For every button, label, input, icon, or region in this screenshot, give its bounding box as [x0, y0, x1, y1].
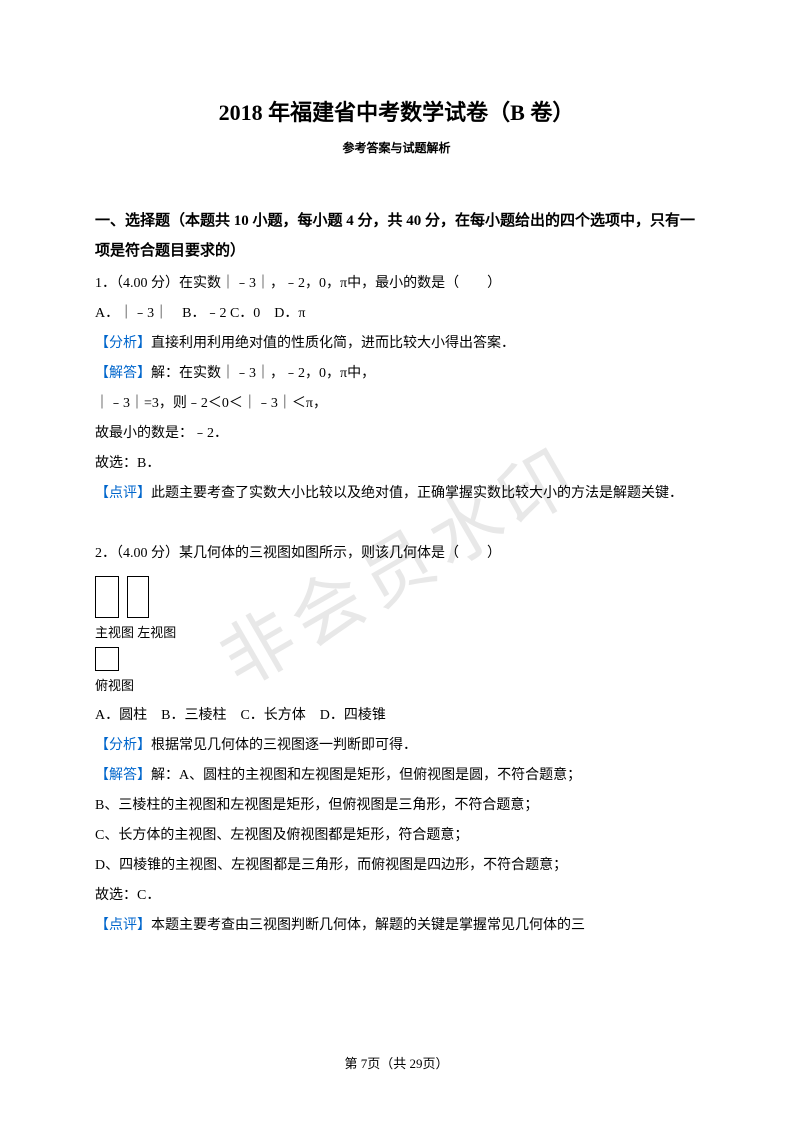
q2-comment-text: 本题主要考查由三视图判断几何体，解题的关键是掌握常见几何体的三: [151, 918, 585, 933]
q1-answer-line3: 故最小的数是：﹣2．: [95, 420, 698, 448]
q2-stem: 2．（4.00 分）某几何体的三视图如图所示，则该几何体是（ ）: [95, 540, 698, 568]
q2-answer-line5: 故选：C．: [95, 882, 698, 910]
q1-answer-line2: ｜﹣3｜=3，则﹣2＜0＜｜﹣3｜＜π，: [95, 390, 698, 418]
analysis-label: 【分析】: [95, 738, 151, 753]
three-view-diagram: 主视图 左视图 俯视图: [95, 576, 698, 694]
main-view-label: 主视图: [95, 625, 134, 640]
q2-analysis: 【分析】根据常见几何体的三视图逐一判断即可得．: [95, 732, 698, 760]
answer-label: 【解答】: [95, 366, 151, 381]
q1-comment: 【点评】此题主要考查了实数大小比较以及绝对值，正确掌握实数比较大小的方法是解题关…: [95, 480, 698, 508]
main-view-box: [95, 576, 119, 618]
left-view-label: 左视图: [137, 625, 176, 640]
q2-options: A．圆柱 B．三棱柱 C．长方体 D．四棱锥: [95, 702, 698, 730]
q1-comment-text: 此题主要考查了实数大小比较以及绝对值，正确掌握实数比较大小的方法是解题关键．: [151, 486, 683, 501]
top-view-box: [95, 647, 119, 671]
q1-answer: 【解答】解：在实数｜﹣3｜，﹣2，0，π中，: [95, 360, 698, 388]
comment-label: 【点评】: [95, 486, 151, 501]
view-row-2: [95, 647, 698, 671]
q2-comment: 【点评】本题主要考查由三视图判断几何体，解题的关键是掌握常见几何体的三: [95, 912, 698, 940]
q2-answer-line3: C、长方体的主视图、左视图及俯视图都是矩形，符合题意；: [95, 822, 698, 850]
q2-answer-text1: 解：A、圆柱的主视图和左视图是矩形，但俯视图是圆，不符合题意；: [151, 768, 581, 783]
page-content: 2018 年福建省中考数学试卷（B 卷） 参考答案与试题解析 一、选择题（本题共…: [95, 95, 698, 940]
view-labels-row1: 主视图 左视图: [95, 622, 698, 641]
answer-label: 【解答】: [95, 768, 151, 783]
section-header: 一、选择题（本题共 10 小题，每小题 4 分，共 40 分，在每小题给出的四个…: [95, 206, 698, 266]
q2-answer-line4: D、四棱锥的主视图、左视图都是三角形，而俯视图是四边形，不符合题意；: [95, 852, 698, 880]
page-title: 2018 年福建省中考数学试卷（B 卷）: [95, 95, 698, 127]
spacer: [95, 510, 698, 538]
q1-analysis: 【分析】直接利用利用绝对值的性质化简，进而比较大小得出答案．: [95, 330, 698, 358]
q2-answer-line2: B、三棱柱的主视图和左视图是矩形，但俯视图是三角形，不符合题意；: [95, 792, 698, 820]
q2-answer: 【解答】解：A、圆柱的主视图和左视图是矩形，但俯视图是圆，不符合题意；: [95, 762, 698, 790]
q2-analysis-text: 根据常见几何体的三视图逐一判断即可得．: [151, 738, 417, 753]
q1-answer-text1: 解：在实数｜﹣3｜，﹣2，0，π中，: [151, 366, 375, 381]
left-view-box: [127, 576, 149, 618]
q1-stem: 1．（4.00 分）在实数｜﹣3｜，﹣2，0，π中，最小的数是（ ）: [95, 270, 698, 298]
page-footer: 第 7页（共 29页）: [0, 1053, 793, 1072]
q1-answer-line4: 故选：B．: [95, 450, 698, 478]
top-view-label: 俯视图: [95, 678, 134, 693]
q1-analysis-text: 直接利用利用绝对值的性质化简，进而比较大小得出答案．: [151, 336, 515, 351]
analysis-label: 【分析】: [95, 336, 151, 351]
q1-options: A．｜﹣3｜ B．﹣2 C．0 D．π: [95, 300, 698, 328]
view-row-1: [95, 576, 698, 618]
view-labels-row2: 俯视图: [95, 675, 698, 694]
comment-label: 【点评】: [95, 918, 151, 933]
page-subtitle: 参考答案与试题解析: [95, 139, 698, 156]
